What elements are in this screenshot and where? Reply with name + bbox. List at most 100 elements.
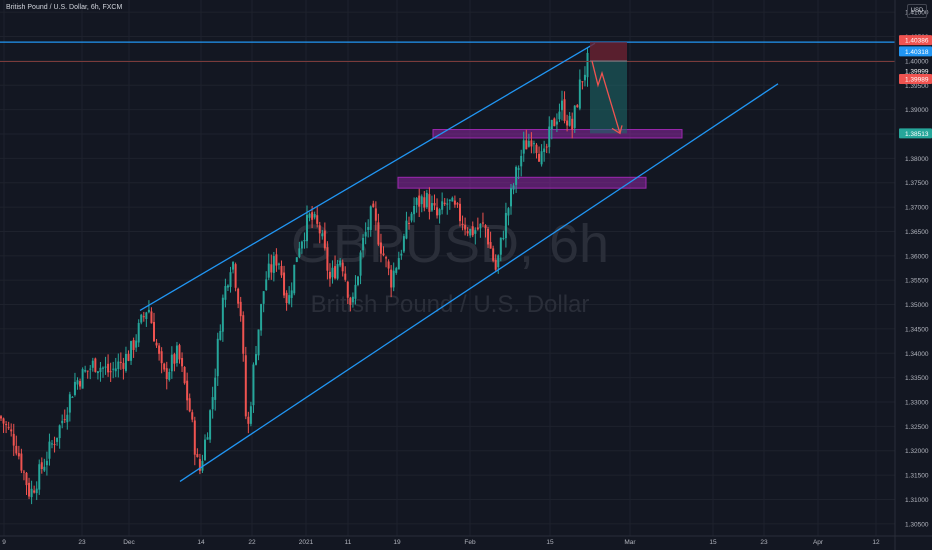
candle-body xyxy=(382,253,385,256)
y-tick-label: 1.36500 xyxy=(905,229,929,236)
candle-body xyxy=(153,321,155,342)
candle-body xyxy=(224,286,227,300)
candle-body xyxy=(173,354,176,364)
candle-body xyxy=(339,260,342,266)
candle-body xyxy=(481,222,484,224)
candle-body xyxy=(247,416,250,424)
short-position-tool[interactable] xyxy=(590,42,627,135)
support-zone[interactable] xyxy=(397,176,647,189)
candle-body xyxy=(229,272,232,287)
price-badge-label: 1.38513 xyxy=(905,131,929,138)
candle-body xyxy=(45,460,48,466)
support-zone[interactable] xyxy=(432,129,683,139)
candle-body xyxy=(2,418,5,424)
y-tick-label: 1.33500 xyxy=(905,375,929,382)
candle-body xyxy=(15,445,18,454)
candle-body xyxy=(270,264,273,273)
candle-body xyxy=(492,248,495,261)
candle-body xyxy=(453,200,456,205)
candle-body xyxy=(469,228,472,236)
candle-body xyxy=(298,248,301,257)
x-tick-label: 9 xyxy=(2,539,6,546)
candle-body xyxy=(397,258,400,270)
candle-body xyxy=(130,341,133,361)
candle-body xyxy=(466,231,469,234)
y-tick-label: 1.32000 xyxy=(905,448,929,455)
candle-body xyxy=(214,377,217,400)
candle-body xyxy=(262,291,265,304)
watermark-name: British Pound / U.S. Dollar xyxy=(311,291,590,318)
y-tick-label: 1.30500 xyxy=(905,521,929,528)
candle-body xyxy=(510,188,512,207)
y-tick-label: 1.34500 xyxy=(905,326,929,333)
channel-upper-line[interactable] xyxy=(139,42,596,311)
candle-body xyxy=(66,414,69,423)
candle-body xyxy=(520,155,523,167)
arrow-head xyxy=(611,125,623,135)
candle-body xyxy=(25,472,28,486)
candle-body xyxy=(512,185,515,190)
candle-body xyxy=(418,195,421,207)
candle-body xyxy=(576,105,579,108)
candle-body xyxy=(474,230,477,234)
stop-loss-zone[interactable] xyxy=(590,42,627,61)
candle-body xyxy=(158,345,161,354)
candle-body xyxy=(275,254,278,266)
candle-body xyxy=(86,370,89,372)
candle-body xyxy=(410,213,413,221)
candle-body xyxy=(566,120,569,126)
candle-body xyxy=(535,144,538,154)
candle-body xyxy=(538,153,541,162)
y-tick-label: 1.33000 xyxy=(905,400,929,407)
candle-body xyxy=(232,262,235,270)
candle-body xyxy=(344,273,347,280)
take-profit-zone[interactable] xyxy=(590,60,627,134)
candle-body xyxy=(563,99,566,121)
candle-body xyxy=(489,242,492,249)
candle-body xyxy=(515,166,518,185)
price-badge-label: 1.40386 xyxy=(905,38,929,45)
candle-body xyxy=(260,304,263,331)
candle-body xyxy=(91,360,94,368)
candle-body xyxy=(140,314,143,323)
candle-body xyxy=(405,220,408,239)
candle-body xyxy=(517,168,520,170)
candle-body xyxy=(415,198,418,205)
candle-body xyxy=(543,148,546,153)
candle-body xyxy=(204,439,206,461)
candle-body xyxy=(479,223,482,229)
candle-body xyxy=(586,52,589,78)
candle-body xyxy=(461,223,464,226)
y-tick-label: 1.39000 xyxy=(905,107,929,114)
candle-body xyxy=(249,406,252,424)
candle-body xyxy=(170,354,173,372)
candle-body xyxy=(219,330,222,340)
y-tick-label: 1.39500 xyxy=(905,83,929,90)
candle-body xyxy=(362,237,365,251)
candle-body xyxy=(459,203,461,222)
candle-body xyxy=(277,263,280,265)
candle-body xyxy=(191,412,194,420)
candle-body xyxy=(89,368,92,370)
x-tick-label: 22 xyxy=(248,539,256,546)
candle-body xyxy=(573,105,576,128)
candle-body xyxy=(326,247,329,271)
price-badge xyxy=(899,73,932,84)
zones-layer xyxy=(397,129,683,189)
candle-body xyxy=(527,140,530,147)
candle-body xyxy=(119,361,122,363)
candle-body xyxy=(443,202,446,205)
price-badge xyxy=(899,65,932,76)
candle-body xyxy=(61,420,64,424)
candle-body xyxy=(122,362,125,369)
candle-body xyxy=(114,368,117,372)
currency-button[interactable]: USD xyxy=(907,4,927,18)
candle-body xyxy=(76,380,79,385)
candle-body xyxy=(578,79,581,109)
channel-lower-line[interactable] xyxy=(179,83,779,482)
candle-body xyxy=(135,340,138,348)
x-tick-label: 11 xyxy=(345,539,352,546)
